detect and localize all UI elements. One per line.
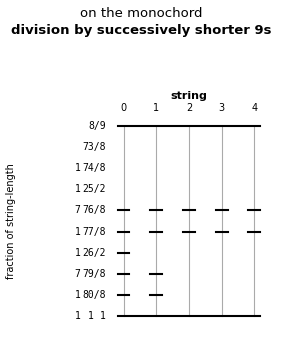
Text: 1: 1 bbox=[75, 163, 81, 173]
Text: 73/8: 73/8 bbox=[82, 142, 105, 152]
Text: 80/8: 80/8 bbox=[82, 290, 105, 300]
Text: 26/2: 26/2 bbox=[82, 248, 105, 258]
Text: division by successively shorter 9s: division by successively shorter 9s bbox=[11, 24, 271, 37]
Text: 7: 7 bbox=[75, 269, 81, 279]
Text: 74/8: 74/8 bbox=[82, 163, 105, 173]
Text: on the monochord: on the monochord bbox=[80, 7, 202, 20]
Text: 1: 1 bbox=[75, 184, 81, 194]
Text: 25/2: 25/2 bbox=[82, 184, 105, 194]
Text: 7: 7 bbox=[75, 205, 81, 216]
X-axis label: string: string bbox=[171, 91, 207, 101]
Text: 77/8: 77/8 bbox=[82, 226, 105, 237]
Text: fraction of string-length: fraction of string-length bbox=[6, 163, 16, 279]
Text: 1: 1 bbox=[75, 290, 81, 300]
Text: 76/8: 76/8 bbox=[82, 205, 105, 216]
Text: 1: 1 bbox=[100, 311, 105, 321]
Text: 8/9: 8/9 bbox=[88, 121, 105, 131]
Text: 1: 1 bbox=[75, 311, 81, 321]
Text: 1: 1 bbox=[88, 311, 94, 321]
Text: 1: 1 bbox=[75, 226, 81, 237]
Text: 1: 1 bbox=[75, 248, 81, 258]
Text: 79/8: 79/8 bbox=[82, 269, 105, 279]
